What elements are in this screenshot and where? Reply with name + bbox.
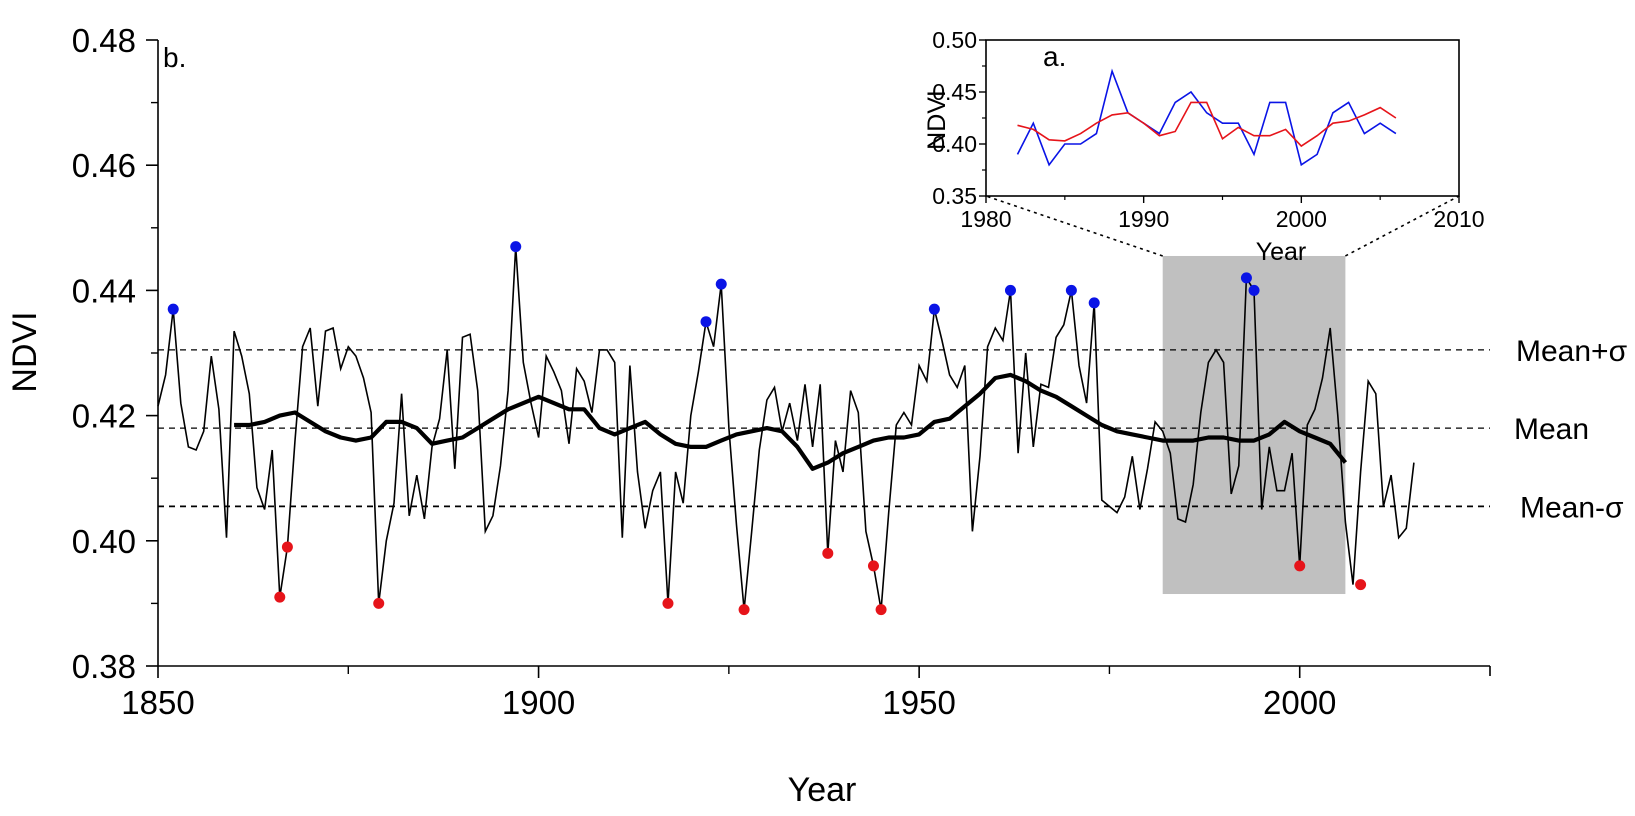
inset-y-tick-label: 0.40 xyxy=(932,131,977,157)
high-point xyxy=(1248,284,1260,296)
x-tick-label: 1850 xyxy=(121,684,194,721)
inset-y-tick-label: 0.50 xyxy=(932,27,977,53)
inset-y-tick-label: 0.35 xyxy=(932,183,977,209)
y-tick-label: 0.46 xyxy=(72,147,136,184)
y-tick-label: 0.38 xyxy=(72,648,136,685)
main-x-axis-label: Year xyxy=(788,771,857,809)
high-point xyxy=(1004,284,1016,296)
connector-left xyxy=(985,195,1163,257)
main-y-axis-label: NDVI xyxy=(6,311,44,392)
main-moving-average-line xyxy=(234,372,1348,471)
low-point xyxy=(373,597,385,609)
x-tick-label: 2000 xyxy=(1263,684,1336,721)
inset-x-tick-label: 1990 xyxy=(1118,206,1169,232)
low-point xyxy=(822,547,834,559)
main-panel-label: b. xyxy=(163,42,186,73)
inset-axes: 0.35 0.40 0.45 0.50 1980 1990 2000 2010 xyxy=(932,27,1484,232)
x-tick-label: 1950 xyxy=(882,684,955,721)
inset-x-tick-label: 2000 xyxy=(1276,206,1327,232)
inset-x-tick-label: 2010 xyxy=(1433,206,1484,232)
inset-series-blue xyxy=(1016,68,1397,167)
y-tick-label: 0.42 xyxy=(72,398,136,435)
high-point xyxy=(700,316,712,328)
high-point xyxy=(1240,272,1252,284)
inset-x-tick-label: 1980 xyxy=(960,206,1011,232)
main-axes: 0.38 0.40 0.42 0.44 0.46 0.48 1850 1900 1950 2000 xyxy=(72,22,1491,721)
x-tick-label: 1900 xyxy=(502,684,575,721)
connector-right xyxy=(1345,195,1460,257)
low-point xyxy=(738,604,750,616)
low-point xyxy=(662,597,674,609)
inset-y-axis-label: NDVI xyxy=(923,90,951,150)
main-reference-labels: Mean+σ Mean Mean-σ xyxy=(1514,335,1628,525)
high-point xyxy=(167,303,179,315)
low-point xyxy=(867,560,879,572)
low-point xyxy=(875,604,887,616)
main-annual-series-line xyxy=(157,246,1415,610)
y-tick-label: 0.40 xyxy=(72,523,136,560)
ref-label-mean: Mean xyxy=(1514,413,1589,446)
high-point xyxy=(1065,284,1077,296)
high-point xyxy=(510,241,522,253)
inset-background xyxy=(986,40,1459,196)
inset-panel-label: a. xyxy=(1043,41,1066,72)
ref-label-mean-plus-sigma: Mean+σ xyxy=(1516,335,1628,368)
high-point xyxy=(715,278,727,290)
y-tick-label: 0.48 xyxy=(72,22,136,59)
inset-series-red xyxy=(1017,101,1397,148)
main-high-points xyxy=(167,241,1260,328)
inset-y-tick-label: 0.45 xyxy=(932,79,977,105)
high-point xyxy=(1088,297,1100,309)
inset-x-axis-label: Year xyxy=(1256,238,1307,266)
high-point xyxy=(928,303,940,315)
low-point xyxy=(1294,560,1306,572)
low-point xyxy=(1355,579,1367,591)
low-point xyxy=(274,591,286,603)
ref-label-mean-minus-sigma: Mean-σ xyxy=(1520,491,1624,524)
main-panel: Mean+σ Mean Mean-σ 0.380.400.420.440.460… xyxy=(6,22,1628,809)
y-tick-label: 0.44 xyxy=(72,272,136,309)
inset-connectors xyxy=(985,195,1460,257)
inset-panel: 0.35 0.40 0.45 0.50 1980 1990 2000 2010 a. NDVI… xyxy=(923,27,1485,266)
low-point xyxy=(281,541,293,553)
main-low-points xyxy=(274,541,1367,616)
